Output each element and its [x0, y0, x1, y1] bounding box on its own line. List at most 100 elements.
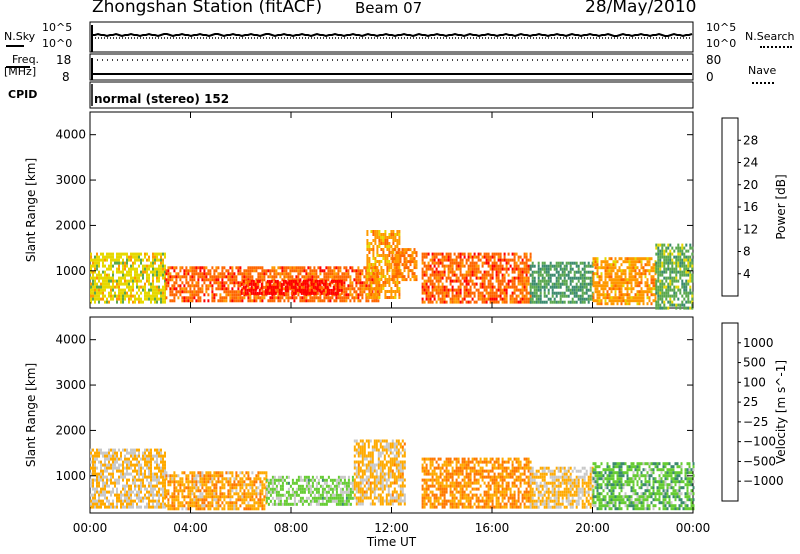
- data-cell: [213, 293, 216, 297]
- data-cell: [197, 266, 200, 270]
- data-cell: [164, 469, 166, 473]
- data-cell: [423, 300, 426, 304]
- data-cell: [160, 493, 162, 497]
- data-cell: [243, 489, 246, 493]
- data-cell: [261, 290, 264, 294]
- data-cell: [642, 299, 645, 303]
- data-cell: [219, 281, 222, 285]
- data-cell: [483, 288, 486, 292]
- data-cell: [437, 252, 440, 256]
- data-cell: [687, 264, 690, 268]
- data-cell: [359, 293, 362, 297]
- data-cell: [116, 478, 118, 482]
- data-cell: [657, 261, 660, 265]
- data-cell: [247, 483, 250, 487]
- data-cell: [289, 272, 292, 276]
- data-cell: [92, 457, 94, 461]
- data-cell: [374, 263, 377, 266]
- data-cell: [252, 282, 255, 286]
- data-cell: [401, 251, 404, 255]
- data-cell: [126, 463, 128, 467]
- data-cell: [507, 282, 510, 286]
- data-cell: [138, 466, 140, 470]
- data-cell: [270, 291, 273, 295]
- data-cell: [421, 273, 424, 277]
- data-cell: [622, 281, 625, 285]
- data-cell: [132, 505, 134, 509]
- data-cell: [306, 285, 309, 289]
- data-cell: [158, 499, 160, 503]
- data-cell: [227, 272, 230, 276]
- data-cell: [549, 276, 552, 280]
- data-cell: [193, 495, 196, 499]
- data-cell: [513, 279, 516, 283]
- data-cell: [299, 278, 302, 282]
- data-cell: [334, 279, 337, 283]
- data-cell: [164, 288, 166, 292]
- data-cell: [275, 496, 278, 500]
- data-cell: [467, 267, 470, 271]
- data-cell: [90, 502, 92, 506]
- data-cell: [130, 487, 132, 491]
- data-cell: [92, 279, 94, 283]
- data-cell: [596, 272, 599, 276]
- data-cell: [493, 261, 496, 265]
- data-cell: [132, 300, 134, 304]
- data-cell: [195, 269, 198, 273]
- data-cell: [183, 498, 186, 502]
- data-cell: [289, 278, 292, 282]
- data-cell: [207, 486, 210, 490]
- data-cell: [285, 269, 288, 273]
- data-cell: [169, 299, 172, 303]
- data-cell: [152, 487, 154, 491]
- data-cell: [604, 266, 607, 270]
- data-cell: [545, 279, 548, 283]
- data-cell: [164, 466, 166, 470]
- data-cell: [665, 294, 668, 298]
- data-cell: [197, 278, 200, 282]
- data-cell: [376, 266, 379, 269]
- data-cell: [303, 475, 306, 479]
- data-cell: [465, 291, 468, 295]
- data-cell: [277, 475, 280, 479]
- data-cell: [158, 258, 160, 262]
- data-cell: [193, 287, 196, 291]
- data-cell: [469, 294, 472, 298]
- data-cell: [685, 249, 688, 253]
- data-cell: [257, 474, 260, 478]
- data-cell: [330, 288, 333, 292]
- data-cell: [555, 285, 558, 289]
- data-cell: [94, 460, 96, 464]
- data-cell: [398, 233, 401, 236]
- data-cell: [376, 230, 379, 233]
- data-cell: [409, 260, 412, 264]
- data-cell: [521, 297, 524, 301]
- data-cell: [249, 495, 252, 499]
- nsky-label: N.Sky: [4, 30, 36, 43]
- data-cell: [239, 480, 242, 484]
- data-cell: [229, 275, 232, 279]
- data-cell: [138, 252, 140, 256]
- data-cell: [495, 279, 498, 283]
- data-cell: [624, 272, 627, 276]
- data-cell: [439, 300, 442, 304]
- data-cell: [384, 281, 387, 284]
- data-cell: [485, 270, 488, 274]
- data-cell: [337, 275, 340, 279]
- data-cell: [565, 264, 568, 268]
- data-cell: [425, 282, 428, 286]
- data-cell: [171, 293, 174, 297]
- data-cell: [294, 285, 297, 289]
- data-cell: [187, 492, 190, 496]
- data-cell: [339, 299, 342, 303]
- data-cell: [162, 252, 164, 256]
- data-cell: [427, 300, 430, 304]
- data-cell: [265, 490, 268, 494]
- data-cell: [343, 299, 346, 303]
- data-cell: [465, 285, 468, 289]
- data-cell: [106, 481, 108, 485]
- data-cell: [314, 285, 317, 289]
- data-cell: [423, 279, 426, 283]
- data-cell: [511, 282, 514, 286]
- data-cell: [495, 276, 498, 280]
